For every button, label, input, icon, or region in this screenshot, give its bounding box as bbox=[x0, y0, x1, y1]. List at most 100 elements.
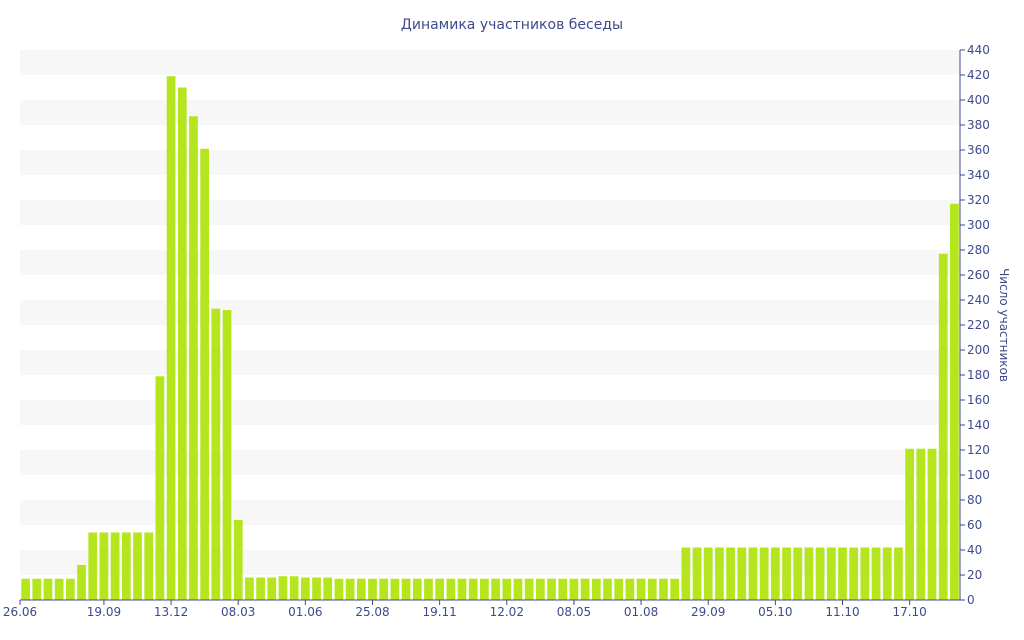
y-tick-label: 320 bbox=[967, 193, 990, 207]
bar bbox=[267, 577, 277, 600]
bar bbox=[715, 547, 724, 600]
chart-title: Динамика участников беседы bbox=[401, 17, 623, 33]
bars bbox=[21, 76, 959, 600]
bar bbox=[412, 578, 422, 600]
bar bbox=[659, 578, 668, 600]
x-tick-label: 25.08 bbox=[355, 605, 389, 619]
bar bbox=[99, 532, 109, 600]
bar bbox=[502, 578, 512, 600]
bar bbox=[88, 532, 98, 600]
bar bbox=[871, 547, 881, 600]
bar bbox=[748, 547, 758, 600]
y-tick-label: 420 bbox=[967, 68, 990, 82]
y-tick-label: 260 bbox=[967, 268, 990, 282]
bar bbox=[468, 578, 478, 600]
y-tick-label: 340 bbox=[967, 168, 990, 182]
y-axis-label: Число участников bbox=[997, 268, 1011, 382]
y-tick-label: 400 bbox=[967, 93, 990, 107]
y-tick-label: 380 bbox=[967, 118, 990, 132]
bar bbox=[547, 578, 556, 600]
y-tick-label: 120 bbox=[967, 443, 990, 457]
bar bbox=[155, 376, 165, 600]
bar bbox=[636, 578, 646, 600]
bar bbox=[782, 547, 791, 600]
grid-band bbox=[20, 550, 960, 575]
bar bbox=[950, 203, 959, 600]
bar bbox=[77, 565, 86, 600]
grid-band bbox=[20, 200, 960, 225]
bar bbox=[726, 547, 735, 600]
bar bbox=[401, 578, 411, 600]
bar bbox=[390, 578, 400, 600]
x-axis: 26.06 19.09 13.12 08.03 01.06 25.08 19.11 12.02… bbox=[3, 599, 960, 619]
y-tick-label: 240 bbox=[967, 293, 990, 307]
grid-band bbox=[20, 400, 960, 425]
bar bbox=[256, 577, 265, 600]
y-tick-label: 280 bbox=[967, 243, 990, 257]
x-tick-label: 08.03 bbox=[221, 605, 255, 619]
y-tick-label: 60 bbox=[967, 518, 982, 532]
bar bbox=[849, 547, 859, 600]
bar bbox=[368, 578, 377, 600]
bar bbox=[211, 308, 221, 600]
grid-band bbox=[20, 150, 960, 175]
bar bbox=[166, 76, 176, 600]
x-tick-label: 01.08 bbox=[624, 605, 658, 619]
x-tick-label: 19.11 bbox=[422, 605, 456, 619]
bar bbox=[435, 578, 445, 600]
bar bbox=[569, 578, 579, 600]
bar bbox=[737, 547, 747, 600]
x-tick-label: 12.02 bbox=[490, 605, 524, 619]
bar bbox=[927, 448, 937, 600]
grid-band bbox=[20, 300, 960, 325]
y-tick-label: 220 bbox=[967, 318, 990, 332]
bar bbox=[838, 547, 847, 600]
x-tick-label: 17.10 bbox=[892, 605, 926, 619]
bar bbox=[300, 577, 310, 600]
bar bbox=[356, 578, 366, 600]
grid-band bbox=[20, 350, 960, 375]
x-tick-label: 08.05 bbox=[557, 605, 591, 619]
x-tick-label: 05.10 bbox=[758, 605, 792, 619]
bar bbox=[144, 532, 154, 600]
bar bbox=[200, 148, 210, 600]
bar bbox=[513, 578, 523, 600]
grid-band bbox=[20, 500, 960, 525]
y-tick-label: 360 bbox=[967, 143, 990, 157]
bar bbox=[189, 116, 198, 600]
bar bbox=[770, 547, 780, 600]
bar bbox=[603, 578, 612, 600]
x-tick-label: 13.12 bbox=[154, 605, 188, 619]
x-tick-label: 19.09 bbox=[87, 605, 121, 619]
bar bbox=[446, 578, 456, 600]
bar bbox=[121, 532, 131, 600]
y-tick-label: 140 bbox=[967, 418, 990, 432]
y-tick-label: 40 bbox=[967, 543, 982, 557]
bar bbox=[882, 547, 892, 600]
bar bbox=[591, 578, 601, 600]
bar bbox=[54, 578, 64, 600]
grid-band bbox=[20, 250, 960, 275]
bar bbox=[379, 578, 389, 600]
bar bbox=[524, 578, 534, 600]
y-tick-label: 200 bbox=[967, 343, 990, 357]
bar bbox=[625, 578, 635, 600]
y-tick-label: 160 bbox=[967, 393, 990, 407]
bar bbox=[793, 547, 803, 600]
bar bbox=[43, 578, 53, 600]
bar bbox=[345, 578, 355, 600]
bar bbox=[826, 547, 836, 600]
bar bbox=[65, 578, 75, 600]
bar bbox=[614, 578, 624, 600]
bar bbox=[491, 578, 500, 600]
bar bbox=[334, 578, 344, 600]
x-tick-label: 29.09 bbox=[691, 605, 725, 619]
bar bbox=[480, 578, 489, 600]
y-tick-label: 440 bbox=[967, 43, 990, 57]
bar bbox=[860, 547, 870, 600]
bar bbox=[457, 578, 467, 600]
grid-band bbox=[20, 100, 960, 125]
bar bbox=[759, 547, 769, 600]
